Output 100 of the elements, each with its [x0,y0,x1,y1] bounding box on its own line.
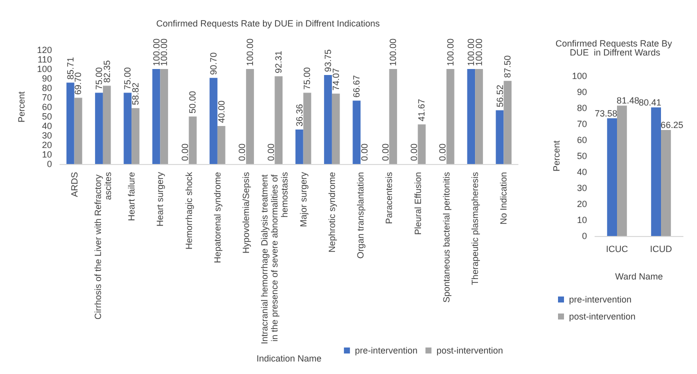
bar [295,129,304,164]
bar [210,78,218,164]
x-tick-label: Paracentesis [384,172,394,224]
y-tick-label: 20 [576,199,587,209]
y-tick-label: 0 [46,159,52,169]
bar [217,126,226,164]
x-tick-label: ICUC [606,244,628,254]
bar [124,92,132,164]
y-tick-label: 60 [576,135,587,145]
bar [467,69,476,164]
bar [95,92,103,164]
data-label: 100.00 [159,38,170,66]
x-tick-label: ARDS [69,172,80,198]
y-tick-label: 50 [576,151,587,161]
data-label: 0.00 [237,143,248,161]
data-label: 66.25 [660,120,684,130]
x-tick-label: Pleural Effusion [412,172,423,235]
bar [160,69,168,164]
x-axis-title: Ward Name [615,272,663,282]
legend-label: pre-intervention [354,346,418,356]
y-tick-label: 90 [42,74,52,84]
y-tick-label: 20 [42,140,52,150]
chart-title: Confirmed Requests Rate By DUE in Diffrent Wards [555,38,675,58]
bar [102,86,111,164]
data-label: 92.31 [274,50,284,74]
data-label: 40.00 [216,100,226,123]
bar [246,69,254,164]
y-tick-label: 90 [576,87,587,97]
bar [661,130,671,236]
x-tick-label: Hepatorenal syndrome [212,172,222,264]
y-tick-label: 30 [42,130,52,140]
bar [418,124,426,164]
y-tick-label: 50 [42,112,52,122]
y-tick-label: 60 [42,102,52,112]
bar [66,82,74,164]
x-tick-label: Hypovolemia/Sepsis [241,172,252,254]
data-label: 87.50 [502,55,513,78]
bar [446,69,454,164]
y-tick-label: 40 [576,167,587,177]
data-label: 75.00 [302,67,312,90]
data-label: 80.41 [638,97,662,108]
data-label: 85.71 [65,57,76,80]
x-tick-label: ICUD [650,244,672,254]
data-label: 100.00 [474,38,484,66]
bar [475,69,483,164]
data-label: 100.00 [445,38,456,66]
data-label: 66.67 [352,75,362,98]
x-tick-label: Organ transplantation [356,172,366,259]
x-axis-title: Indication Name [256,354,322,364]
x-tick-label: Heart failure [126,172,137,222]
data-label: 0.00 [438,143,448,161]
bar [352,100,361,164]
y-tick-label: 70 [576,119,587,129]
legend-label: pre-intervention [569,294,632,304]
data-label: 0.00 [266,143,276,161]
data-label: 100.00 [388,38,398,66]
data-label: 90.70 [208,52,218,75]
y-tick-label: 10 [576,215,587,225]
data-label: 75.00 [94,67,104,90]
x-tick-label: Intracranial hemorrhage Dialysis treatment in the presence of severe abnormalities of hemostasis [260,172,290,344]
legend-label: post-intervention [436,346,504,356]
data-label: 0.00 [180,143,190,161]
bar [332,94,340,164]
y-axis-title: Percent [552,140,562,172]
data-label: 74.07 [330,68,341,91]
y-tick-label: 0 [582,231,587,241]
x-tick-label: Major surgery [298,172,308,228]
y-tick-label: 10 [42,150,52,160]
data-label: 75.00 [122,67,133,90]
x-tick-label: Hemorrhagic shock [184,172,194,250]
y-tick-label: 70 [42,92,52,102]
x-tick-label: No Indication [498,172,509,225]
data-label: 69.70 [73,72,84,95]
x-tick-label: Therapeutic plasmapheresis [470,172,480,286]
bar [651,107,661,236]
bar [504,80,512,164]
data-label: 93.75 [323,49,333,72]
data-label: 0.00 [360,143,370,161]
y-tick-label: 100 [36,64,52,74]
data-label: 41.67 [416,98,427,122]
y-tick-label: 110 [38,54,52,64]
bar [617,106,627,236]
bar [607,118,617,236]
data-label: 0.00 [408,143,419,161]
data-label: 82.35 [102,60,112,83]
x-tick-label: Spontaneous bacterial peritonitis [441,172,452,303]
x-tick-label: Cirrhosis of the Liver with Refractory ascites [92,172,113,320]
y-tick-label: 80 [42,83,52,93]
bar [152,69,160,164]
bar [74,98,82,164]
data-label: 58.82 [130,82,140,106]
y-tick-label: 30 [576,183,587,193]
y-axis-title: Percent [16,91,26,123]
bar [274,76,283,164]
data-label: 56.52 [494,84,505,108]
bar [188,116,197,164]
data-label: 100.00 [151,38,162,66]
data-label: 100.00 [245,38,255,66]
y-tick-label: 40 [42,121,52,131]
y-tick-label: 120 [36,45,52,55]
